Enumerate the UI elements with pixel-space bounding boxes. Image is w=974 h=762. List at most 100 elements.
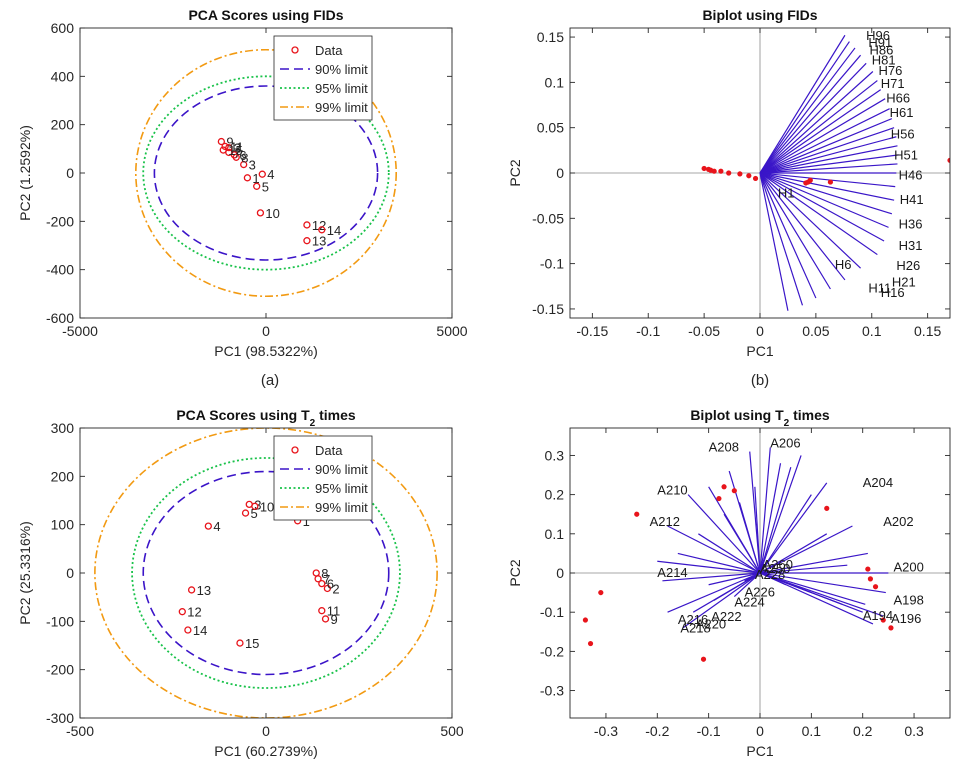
chart0-point-label-10: 10 [265,206,279,221]
chart2-ytick-label-4: 100 [51,517,75,533]
chart3-loading-29 [708,572,761,586]
chart3-xlabel: PC1 [746,743,773,759]
chart3-xtick-label-3: 0 [756,723,764,739]
chart3-vector-label-A198: A198 [894,592,924,607]
chart3-score-6 [716,495,722,502]
chart1-vector-label-H16: H16 [881,285,905,300]
chart2-xlabel: PC1 (60.2739%) [214,743,318,759]
chart0-point-3 [240,160,248,169]
chart3-loading-22 [687,494,761,574]
chart2-ellipse-2 [131,457,401,689]
chart1-loading-3 [759,47,856,174]
chart2-point-label-14: 14 [193,623,207,638]
chart0-title: PCA Scores using FIDs [188,7,343,23]
chart3-vector-label-A196: A196 [891,611,921,626]
chart2-legend-box [273,435,373,521]
chart1-vector-label-H76: H76 [878,63,902,78]
chart1-loading-9 [759,98,886,174]
chart3-vector-label-A200: A200 [894,559,924,574]
chart1-score-8 [746,173,752,179]
chart2-plot-area [80,428,452,718]
chart1-xtick-label-3: 0 [756,323,764,339]
chart0-point-label-15: 15 [228,143,242,158]
chart2-point-11 [318,607,326,615]
chart1-score-7 [737,171,743,177]
chart2-point-label-12: 12 [187,605,201,620]
chart0-point-label-8: 8 [241,150,248,165]
chart2-ytick-label-1: -200 [46,662,74,678]
chart2-point-label-1: 1 [303,514,310,529]
chart1-xtick-label-1: -0.1 [636,323,660,339]
chart1-score-4 [711,168,717,174]
chart0-legend-label-2: 95% limit [315,81,368,96]
chart1-xtick-label-0: -0.15 [576,323,608,339]
chart0-point-9 [217,137,226,146]
chart3-ytick-label-5: 0.2 [545,487,565,503]
chart3-loading-11 [759,482,828,574]
chart1-xtick-label-6: 0.15 [914,323,941,339]
chart1-loading-1 [759,34,846,174]
chart2-xtick-label-2: 500 [440,723,464,739]
chart1-loading-26 [759,172,831,290]
chart1-loading-27 [759,172,817,299]
chart3-xtick-label-2: -0.1 [697,723,721,739]
chart0-point-label-7: 7 [234,145,241,160]
chart3-loading-4 [759,572,866,605]
chart3-loading-12 [759,467,792,574]
chart3-vector-label-A208: A208 [709,440,739,455]
chart3-vector-label-A218: A218 [680,621,710,636]
chart3-loading-30 [682,572,761,629]
chart3-score-14 [888,625,894,631]
chart0-point-1 [243,174,252,182]
chart3-vector-label-A202: A202 [883,514,913,529]
chart0-ytick-label-6: 600 [51,20,75,36]
chart3-xtick-label-6: 0.3 [904,723,924,739]
chart1-vector-label-H86: H86 [870,42,894,57]
chart0-ytick-label-1: -400 [46,262,74,278]
chart0-point-14 [318,226,326,234]
chart1-xtick-label-2: -0.05 [688,323,720,339]
chart3-loading-6 [759,564,848,574]
chart1-loading-5 [759,62,867,174]
chart3-score-7 [721,484,727,490]
chart1-loading-7 [759,80,878,174]
chart2-xtick-label-1: 0 [262,723,270,739]
chart2-ytick-label-2: -100 [46,613,74,629]
chart2-point-label-6: 6 [327,577,334,592]
chart3-title: Biplot using T2 times [690,407,830,429]
chart1-vector-label-H71: H71 [881,76,905,91]
chart3-ylabel: PC2 [507,559,523,586]
chart3-loading-14 [759,447,771,574]
chart1-score-1 [701,165,707,172]
subcaption-a: (a) [261,372,279,389]
chart0-point-label-1: 1 [252,171,259,186]
chart3-xtick-label-1: -0.2 [645,723,669,739]
chart3-loading-25 [677,552,761,574]
chart1-score-5 [718,168,724,174]
chart2-point-15 [236,639,244,647]
chart0-point-label-9: 9 [226,135,233,150]
chart3-xtick-label-4: 0.1 [802,723,822,739]
chart2-title: PCA Scores using T2 times [176,407,356,429]
chart3-loading-27 [662,572,761,582]
chart3-score-3 [598,589,604,596]
chart1-loading-6 [759,71,874,174]
chart1-xtick-label-5: 0.1 [862,323,882,339]
chart3-xtick-label-5: 0.2 [853,723,873,739]
chart0-xtick-label-0: -5000 [62,323,98,339]
chart0-ytick-label-0: -600 [46,310,74,326]
chart1-vector-label-H26: H26 [896,258,920,273]
chart0-point-label-13: 13 [312,234,326,249]
chart3-loading-13 [759,455,802,574]
chart3-loading-9 [759,525,853,574]
chart1-loading-21 [759,172,889,228]
chart2-point-8 [312,569,320,577]
chart0-point-label-12: 12 [312,218,326,233]
chart1-loading-19 [759,172,895,201]
chart3-loading-17 [754,486,761,574]
chart0-point-label-3: 3 [249,158,256,173]
